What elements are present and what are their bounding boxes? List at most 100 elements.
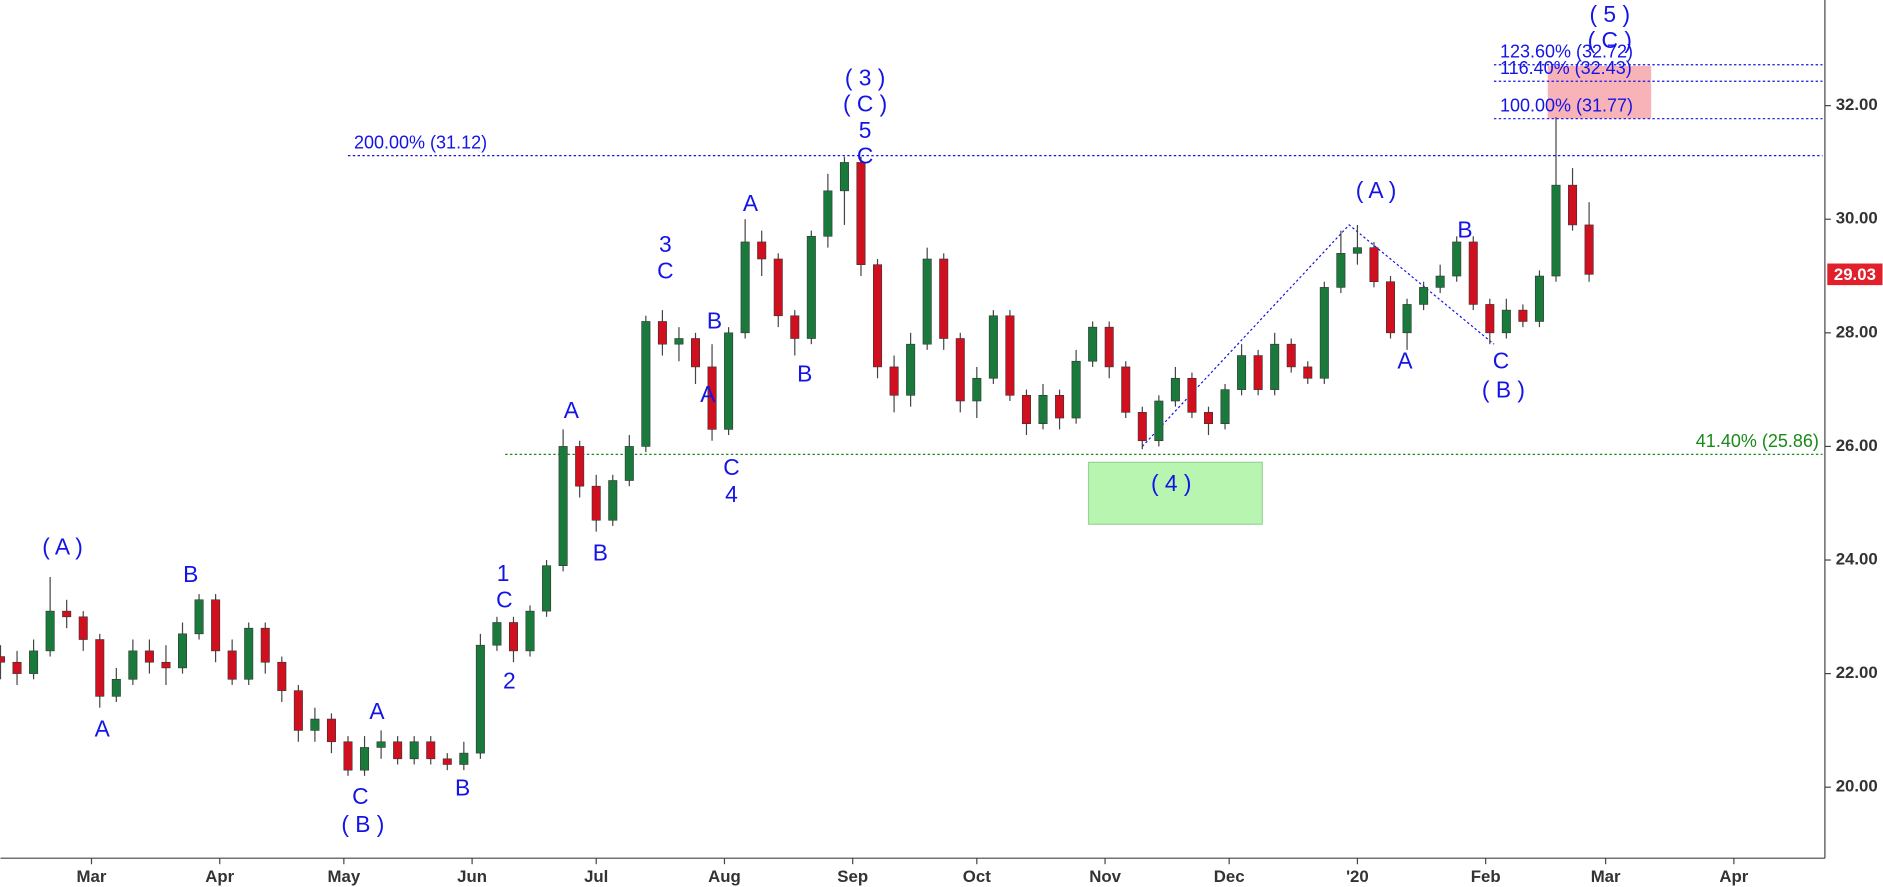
candle-body [1402, 304, 1412, 334]
candle-body [1534, 275, 1544, 322]
candle-body [128, 650, 138, 680]
candle-body [442, 758, 452, 765]
x-tick-label: Feb [1471, 867, 1501, 886]
candle-body [1551, 184, 1561, 277]
wave-label: C [496, 586, 512, 612]
wave-label: ( B ) [341, 811, 384, 837]
candle-body [939, 258, 949, 339]
candle-body [823, 190, 833, 237]
candle-body [211, 599, 221, 652]
candle-body [1501, 309, 1511, 334]
candle-body [1021, 395, 1031, 425]
candle-body [508, 622, 518, 652]
wave-label: 5 [859, 117, 872, 143]
candle-body [1485, 304, 1495, 334]
candle-body [360, 747, 370, 771]
level-label: 200.00% (31.12) [354, 132, 487, 152]
wave-label: 1 [497, 560, 510, 586]
candle-body [0, 656, 5, 663]
wave-label: 4 [725, 481, 738, 507]
candle-body [889, 366, 899, 396]
candle-body [674, 338, 684, 345]
candle-body [277, 661, 287, 691]
candle-body [45, 610, 55, 652]
candle-body [1286, 343, 1296, 368]
y-tick-label: 30.00 [1836, 209, 1878, 228]
candle-body [194, 599, 204, 635]
candle-body [343, 741, 353, 771]
candle-body [542, 565, 552, 612]
wave-label: ( A ) [1356, 177, 1397, 203]
candle-body [856, 162, 866, 265]
candle-body [310, 718, 320, 731]
y-tick-label: 32.00 [1836, 95, 1878, 114]
candle-body [1203, 412, 1213, 425]
candle-body [62, 610, 72, 618]
candle-body [1170, 377, 1180, 402]
candle-body [1419, 287, 1429, 305]
wave-label: A [564, 397, 580, 423]
candle-body [1071, 360, 1081, 419]
candle-body [1088, 326, 1098, 362]
wave-label: B [593, 539, 608, 565]
candle-body [707, 366, 717, 430]
wave-label: C [723, 454, 739, 480]
candle-body [409, 741, 419, 760]
wave-label: ( A ) [42, 534, 83, 560]
x-tick-label: Mar [77, 867, 107, 886]
y-tick-label: 28.00 [1836, 322, 1878, 341]
x-tick-label: Jun [457, 867, 487, 886]
candle-body [1055, 395, 1065, 419]
candle-body [1518, 309, 1528, 322]
candle-body [12, 661, 22, 674]
candle-body [393, 741, 403, 760]
candle-body [839, 162, 849, 192]
level-label: 100.00% (31.77) [1500, 95, 1633, 115]
candle-body [906, 343, 916, 396]
candle-body [95, 639, 105, 697]
x-tick-label: Jul [584, 867, 608, 886]
candle-body [757, 241, 767, 260]
candle-body [1270, 343, 1280, 390]
wave-label: B [797, 360, 812, 386]
level-label: 116.40% (32.43) [1500, 58, 1632, 78]
candle-body [558, 446, 568, 566]
candle-body [624, 446, 634, 481]
wave-label: B [183, 561, 198, 587]
candle-body [525, 610, 535, 652]
candle-body [293, 690, 303, 731]
y-tick-label: 24.00 [1836, 549, 1878, 568]
candle-body [988, 315, 998, 379]
candle-body [873, 264, 883, 368]
candle-body [1584, 224, 1594, 275]
candle-body [1336, 253, 1346, 288]
candle-body [1468, 241, 1478, 305]
x-tick-label: Oct [963, 867, 991, 886]
candle-body [1104, 326, 1114, 368]
candle-body [1386, 281, 1396, 334]
y-tick-label: 26.00 [1836, 436, 1878, 455]
wave-label: ( C ) [1588, 27, 1632, 53]
candle-body [376, 741, 386, 748]
y-tick-label: 20.00 [1836, 777, 1878, 796]
wave-label: B [455, 774, 470, 800]
candle-body [1435, 275, 1445, 288]
wave-label: A [95, 715, 111, 741]
wave-label: C [352, 783, 368, 809]
candle-body [260, 627, 270, 663]
last-price-label: 29.03 [1834, 265, 1876, 284]
candle-body [29, 650, 39, 674]
wave-label: B [1457, 217, 1472, 243]
x-tick-label: Mar [1591, 867, 1621, 886]
candle-body [1220, 389, 1230, 425]
candle-body [922, 258, 932, 345]
candle-body [78, 616, 88, 640]
wave-label: B [707, 308, 722, 334]
wave-label: ( 4 ) [1151, 470, 1192, 496]
candle-body [972, 377, 982, 402]
wave-label: 3 [659, 231, 672, 257]
candle-body [641, 321, 651, 447]
candle-body [161, 661, 171, 669]
